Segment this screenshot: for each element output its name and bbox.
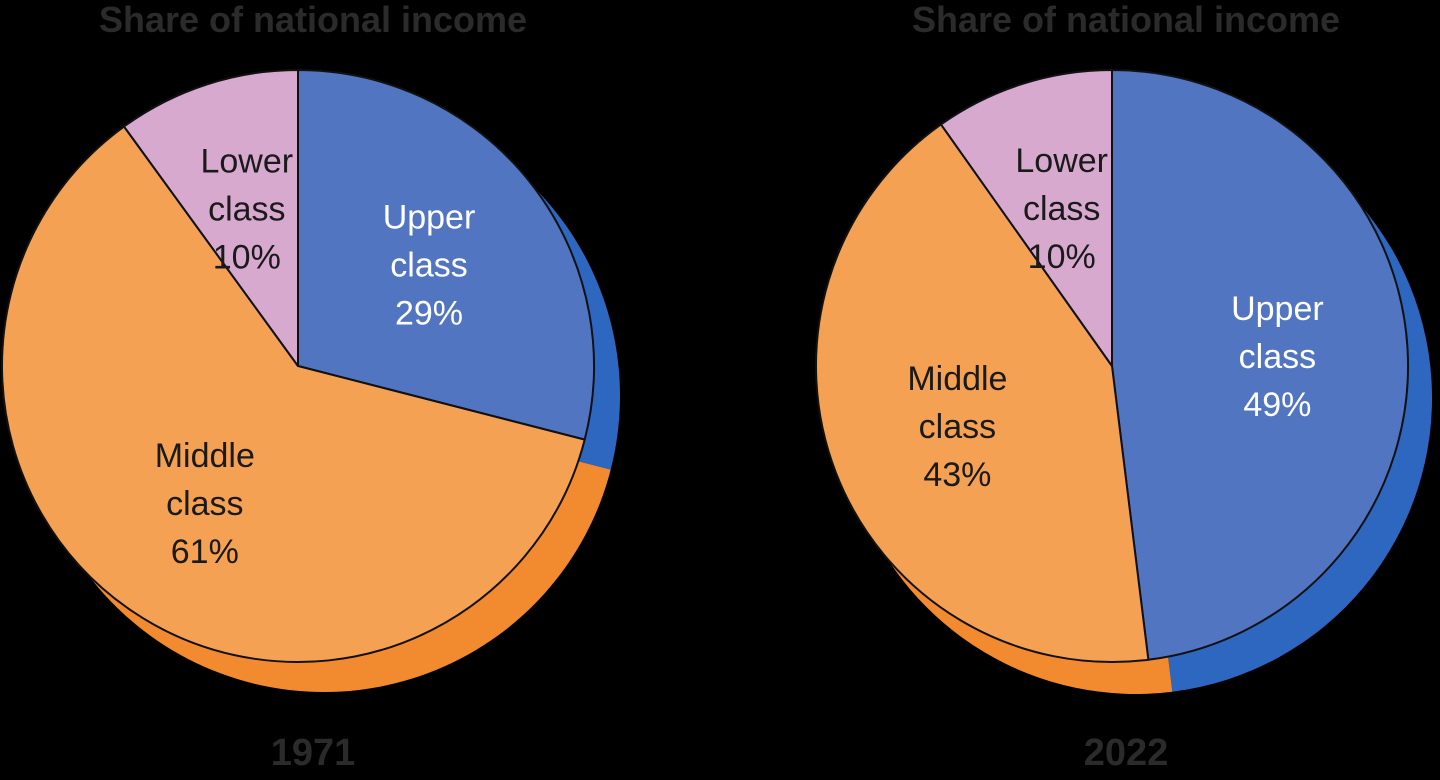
slice-name-label: Upper bbox=[1231, 290, 1324, 328]
slice-value-label: 29% bbox=[395, 294, 463, 332]
slice-value-label: 43% bbox=[923, 456, 991, 494]
pie-slice-label-upper-class: Upper class 29% bbox=[383, 198, 476, 332]
pie-slice-lower-class bbox=[939, 69, 1113, 367]
pie-slice-upper-class bbox=[297, 69, 595, 441]
chart-year-label: 2022 bbox=[1084, 732, 1169, 774]
pie-slice-label-upper-class: Upper class 49% bbox=[1231, 290, 1324, 424]
pie-label-layer: Upper class 29% Middle class 61% Lower class 10% bbox=[155, 142, 476, 571]
slice-name-label: Middle bbox=[155, 437, 255, 475]
slice-value-label: 10% bbox=[1028, 238, 1096, 276]
pie-slice-layer bbox=[815, 69, 1410, 663]
pie-slice-upper-class bbox=[1111, 69, 1410, 661]
slice-name-label: Lower bbox=[1015, 142, 1108, 180]
pie-label-layer: Upper class 49% Middle class 43% Lower class 10% bbox=[907, 142, 1323, 494]
pie-chart-2022: Share of national income Upper class 49% Mi… bbox=[815, 0, 1433, 774]
chart-title: Share of national income bbox=[912, 0, 1340, 40]
slice-name-label: class bbox=[208, 190, 285, 228]
slice-name-label: class bbox=[166, 485, 243, 523]
chart-year-label: 1971 bbox=[271, 732, 356, 774]
slice-name-label: class bbox=[390, 246, 467, 284]
slice-name-label: class bbox=[919, 408, 996, 446]
pie-slice-label-lower-class: Lower class 10% bbox=[1015, 142, 1108, 276]
slice-name-label: Upper bbox=[383, 198, 476, 236]
pie-slice-lower-class bbox=[123, 69, 299, 367]
pie-slice-label-lower-class: Lower class 10% bbox=[200, 142, 293, 276]
pie-slice-middle-class bbox=[815, 123, 1150, 663]
pie-slice-label-middle-class: Middle class 61% bbox=[155, 437, 255, 571]
chart-title: Share of national income bbox=[99, 0, 527, 40]
slice-name-label: Lower bbox=[200, 142, 293, 180]
pie-chart-1971: Share of national income Upper class 29% Mi… bbox=[1, 0, 620, 774]
slice-value-label: 61% bbox=[171, 533, 239, 571]
slice-value-label: 49% bbox=[1243, 386, 1311, 424]
pie-slice-middle-class bbox=[1, 125, 586, 663]
pie-slice-label-middle-class: Middle class 43% bbox=[907, 360, 1007, 494]
slice-name-label: class bbox=[1023, 190, 1100, 228]
slice-value-label: 10% bbox=[213, 238, 281, 276]
pie-slice-layer bbox=[1, 69, 595, 663]
slice-name-label: Middle bbox=[907, 360, 1007, 398]
slice-name-label: class bbox=[1239, 338, 1316, 376]
